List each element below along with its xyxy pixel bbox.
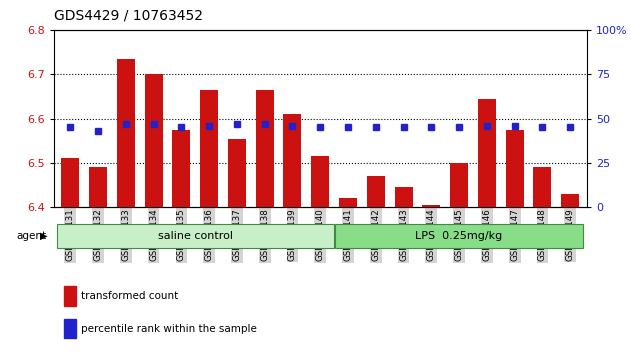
Bar [339,198,357,207]
Bar [64,286,76,306]
Bar [367,176,385,207]
Bar [478,99,496,207]
Bar [61,159,80,207]
Bar [144,74,163,207]
Text: LPS  0.25mg/kg: LPS 0.25mg/kg [415,231,503,241]
Text: transformed count: transformed count [81,291,179,301]
Bar [228,138,246,207]
Bar [172,130,191,207]
Text: GDS4429 / 10763452: GDS4429 / 10763452 [54,9,203,23]
Text: percentile rank within the sample: percentile rank within the sample [81,324,257,333]
Text: saline control: saline control [158,231,233,241]
Bar [311,156,329,207]
Text: agent: agent [16,231,46,241]
Bar [561,194,579,207]
Bar [422,205,440,207]
Bar [533,167,551,207]
Bar [334,224,584,248]
Bar [394,187,413,207]
Bar [57,224,334,248]
Bar [117,59,135,207]
Bar [64,319,76,338]
Bar [450,163,468,207]
Bar [200,90,218,207]
Bar [283,114,302,207]
Bar [256,90,274,207]
Bar [89,167,107,207]
Text: ▶: ▶ [40,231,48,241]
Bar [505,130,524,207]
